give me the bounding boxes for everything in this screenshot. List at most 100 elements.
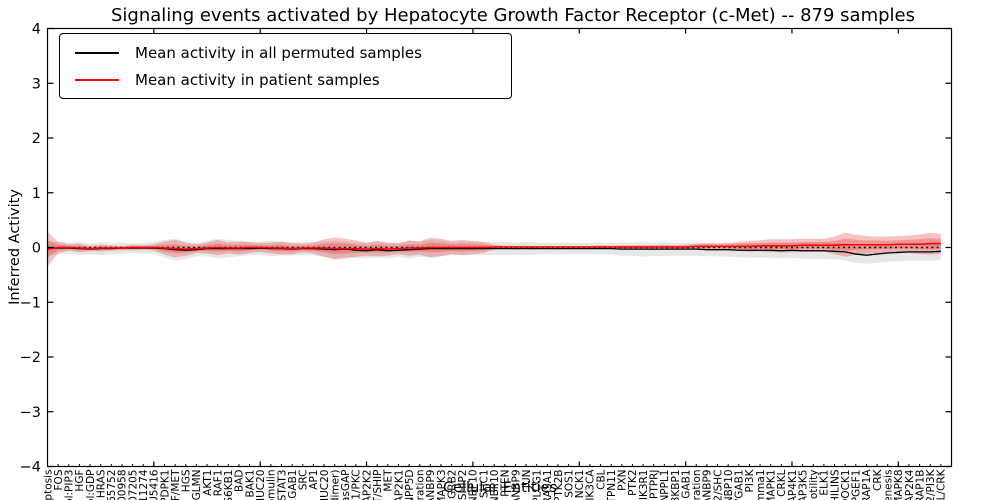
x-tick-label: MAPK8 bbox=[893, 470, 905, 500]
x-tick-label: mol:SU5416 bbox=[149, 469, 161, 500]
y-tick-label: −2 bbox=[20, 350, 41, 366]
x-tick-label: GRB2 bbox=[446, 470, 458, 499]
x-tick-label: JUN bbox=[521, 470, 533, 490]
x-tick-label: PI3K bbox=[744, 468, 756, 492]
x-tick-label: SH3KBP1 bbox=[670, 470, 682, 500]
x-tick-label: AP1 bbox=[308, 470, 320, 490]
x-tick-label: PLCgamma1/PKC bbox=[351, 470, 363, 500]
x-tick-label: MET/MUC20 bbox=[319, 470, 331, 500]
x-tick-label: PTPRJ bbox=[649, 470, 661, 499]
x-tick-label: mol:SU11274 bbox=[138, 469, 150, 500]
x-tick-label: MET/Glomulin bbox=[266, 470, 278, 500]
x-tick-label: PLCG1 bbox=[532, 470, 544, 500]
x-tick-label: PTK2B bbox=[553, 470, 565, 500]
x-tick-label: mol:GDP bbox=[85, 470, 97, 500]
x-tick-label: BAK1 bbox=[244, 470, 256, 498]
legend-item-patient: Mean activity in patient samples bbox=[60, 66, 511, 93]
x-tick-label: RAPGEF1 bbox=[851, 470, 863, 500]
x-tick-label: mol:PHA665752 bbox=[106, 470, 118, 500]
x-tick-label: HGF/MET/MUC20 bbox=[255, 470, 267, 500]
x-tick-label: HGF/MET/SHIP bbox=[372, 470, 384, 500]
patient-mean-line bbox=[47, 242, 941, 250]
x-tick-label: cell morphogenesis bbox=[882, 470, 894, 500]
x-tick-label: CRK bbox=[872, 468, 884, 491]
y-tick-labels: 4 3 2 1 0 −1 −2 −3 −4 bbox=[20, 22, 41, 476]
x-tick-label: CRKL bbox=[776, 469, 788, 497]
x-tick-label: HGF/MET/RANBP9 bbox=[425, 470, 437, 500]
x-tick-label: HRAS bbox=[95, 469, 107, 498]
x-tick-label: RAP1A bbox=[861, 469, 873, 500]
x-tick-label: MAPK3 bbox=[436, 470, 448, 500]
y-tick-label: 2 bbox=[32, 131, 41, 147]
x-tick-label: BAD bbox=[234, 470, 246, 492]
x-tick-label: SOS1 bbox=[563, 470, 575, 498]
x-tick-label: MAP3K5 bbox=[797, 470, 809, 500]
x-tick-label: HGF bbox=[74, 470, 86, 492]
x-tick-label: PDPK1 bbox=[159, 470, 171, 500]
x-tick-label: NCK/PLCgamma1 bbox=[755, 470, 767, 500]
chart-title: Signaling events activated by Hepatocyte… bbox=[111, 5, 915, 26]
permuted-mean-line bbox=[47, 247, 941, 256]
patient-line-swatch bbox=[75, 78, 119, 81]
x-tick-label: MAP2K1 bbox=[393, 470, 405, 500]
x-tick-label: RAP1B bbox=[914, 470, 926, 500]
x-tick-label: RANBP9 bbox=[510, 470, 522, 500]
x-tick-label: SHP2/GRB2/SOS1/GAB1 bbox=[734, 470, 746, 500]
x-tick-label: cell migration bbox=[691, 470, 703, 500]
x-tick-label: DOCK1 bbox=[840, 470, 852, 500]
x-tick-label: INPP5D bbox=[404, 470, 416, 500]
y-tick-label: 3 bbox=[32, 76, 41, 92]
x-tick-label: GAB1 bbox=[680, 470, 692, 499]
x-tick-labels: apoptosisFOSmol:PIP3HGFmol:GDPHRASmol:PH… bbox=[42, 468, 947, 500]
x-tick-label: RANBP10 bbox=[489, 470, 501, 500]
y-tick-label: −1 bbox=[20, 295, 41, 311]
x-tick-label: HGS bbox=[181, 469, 193, 492]
x-tick-label: MET bbox=[383, 469, 395, 492]
x-tick-label: HGF/MET bbox=[170, 469, 182, 500]
x-tick-label: SRC bbox=[298, 470, 310, 491]
x-tick-label: HGF/MET/RANBP10 bbox=[468, 470, 480, 500]
x-tick-label: MAPK1 bbox=[766, 470, 778, 500]
x-tick-label: apoptosis bbox=[42, 470, 54, 500]
x-tick-label: RAF1 bbox=[212, 470, 224, 497]
x-tick-label: GRB2/SHC bbox=[712, 470, 724, 500]
legend-label-patient: Mean activity in patient samples bbox=[135, 70, 380, 89]
x-tick-label: MAP2K2 bbox=[361, 470, 373, 500]
x-tick-label: HGF/MET/Paxillin/FAK1/FAK12/RasGAP bbox=[340, 470, 352, 500]
y-tick-label: −3 bbox=[20, 405, 41, 421]
legend-label-permuted: Mean activity in all permuted samples bbox=[135, 43, 422, 62]
x-tick-label: RASA1 bbox=[542, 470, 554, 500]
x-tick-label: MET/RANBP9 bbox=[702, 470, 714, 500]
x-tick-label: FOS bbox=[53, 469, 65, 490]
x-tick-label: CBL bbox=[595, 469, 607, 490]
x-tick-label: GO:0007205 bbox=[127, 470, 139, 500]
x-tick-label: MAP2K4 bbox=[904, 469, 916, 500]
tick-marks bbox=[47, 27, 952, 468]
x-tick-label: PTPN11 bbox=[606, 470, 618, 500]
x-tick-label: cell motility bbox=[808, 470, 820, 500]
legend: Mean activity in all permuted samples Me… bbox=[59, 33, 512, 99]
y-tick-label: 4 bbox=[32, 22, 41, 38]
x-tick-label: GAB1/CRKL/SHP2/PI3K bbox=[925, 468, 937, 500]
y-tick-label: 0 bbox=[32, 241, 41, 257]
permuted-band bbox=[47, 238, 941, 264]
x-tick-label: ELK1 bbox=[819, 470, 831, 496]
x-tick-label: SHC1 bbox=[478, 470, 490, 499]
x-tick-label: cell proliferation bbox=[415, 470, 427, 500]
x-tick-label: AKT1 bbox=[202, 470, 214, 496]
x-tick-label: NCK1 bbox=[574, 470, 586, 499]
x-tick-label: HGF/MET/SHIP2 bbox=[457, 470, 469, 500]
x-tick-label: MET/RANBP10 bbox=[723, 470, 735, 500]
x-tick-label: GLMN bbox=[191, 470, 203, 500]
x-tick-label: PXN bbox=[617, 470, 629, 491]
x-tick-label: PTK2 bbox=[627, 470, 639, 496]
permuted-line-swatch bbox=[75, 51, 119, 54]
x-tick-label: SHP2/GRB2/SOS1GAB1 bbox=[287, 470, 299, 500]
y-tick-label: −4 bbox=[20, 460, 41, 476]
x-tick-label: PIK3R1 bbox=[638, 470, 650, 500]
x-tick-label: RPS6KB1 bbox=[223, 470, 235, 500]
x-tick-label: mol:PIP3 bbox=[64, 470, 76, 500]
x-tick-label: INPPL1 bbox=[659, 470, 671, 500]
